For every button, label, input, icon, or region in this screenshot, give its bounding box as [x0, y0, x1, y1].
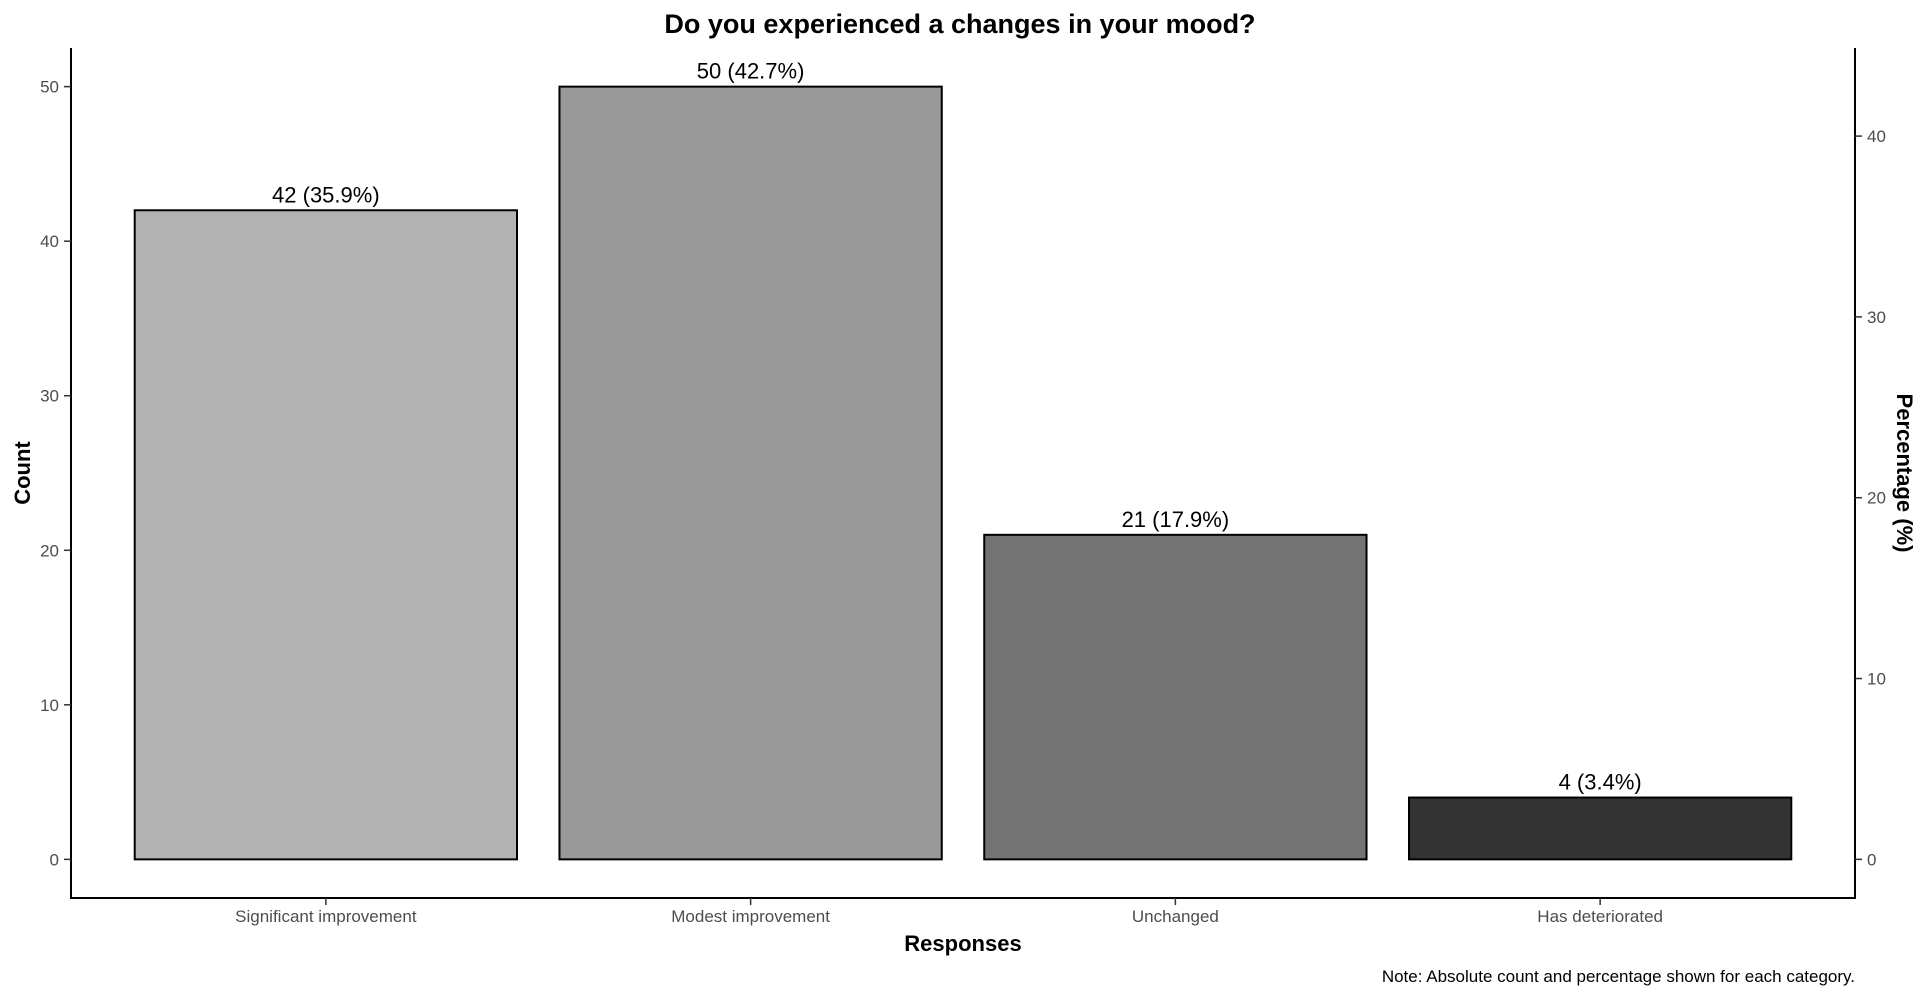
data-label: 42 (35.9%): [272, 182, 380, 207]
x-tick-label: Has deteriorated: [1537, 907, 1663, 926]
data-label: 50 (42.7%): [697, 59, 805, 84]
y-axis-title-left: Count: [10, 441, 35, 505]
y-tick-label-left: 50: [40, 78, 59, 97]
y-tick-label-right: 10: [1867, 670, 1886, 689]
bar: [983, 533, 1368, 861]
y-tick-label-right: 30: [1867, 308, 1886, 327]
y-tick-label-left: 0: [50, 850, 59, 869]
y-tick-label-left: 20: [40, 541, 59, 560]
x-tick-label: Significant improvement: [235, 907, 417, 926]
bar: [1408, 796, 1793, 861]
y-tick-label-left: 40: [40, 232, 59, 251]
x-axis-title: Responses: [904, 931, 1021, 956]
y-tick-label-left: 10: [40, 696, 59, 715]
chart-note: Note: Absolute count and percentage show…: [1382, 967, 1855, 986]
bar: [133, 209, 518, 861]
data-label: 4 (3.4%): [1559, 770, 1642, 795]
x-tick-label: Unchanged: [1132, 907, 1219, 926]
y-tick-label-left: 30: [40, 387, 59, 406]
y-tick-label-right: 40: [1867, 127, 1886, 146]
bar: [558, 85, 943, 861]
y-axis-title-right: Percentage (%): [1892, 394, 1917, 553]
y-tick-label-right: 0: [1867, 850, 1876, 869]
data-label: 21 (17.9%): [1122, 507, 1230, 532]
y-tick-label-right: 20: [1867, 489, 1886, 508]
chart-title: Do you experienced a changes in your moo…: [664, 9, 1255, 39]
x-tick-label: Modest improvement: [671, 907, 830, 926]
